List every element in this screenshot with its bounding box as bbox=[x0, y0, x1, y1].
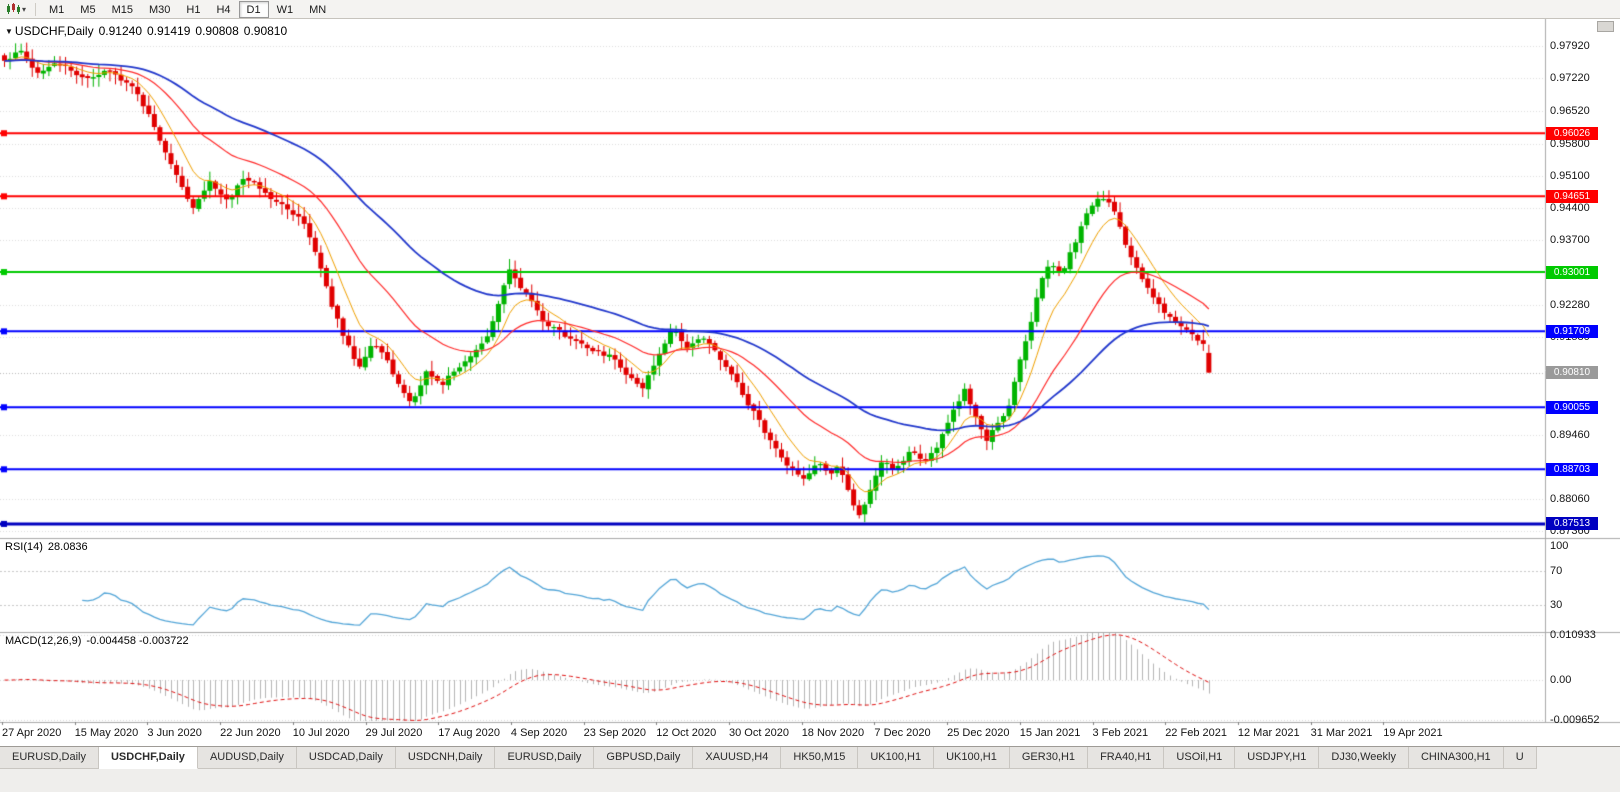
chart-tabs-row: EURUSD,Daily USDCHF,Daily AUDUSD,Daily USDC… bbox=[0, 747, 1620, 769]
chart-tab-eurusd-daily[interactable]: EURUSD,Daily bbox=[495, 747, 595, 769]
date-axis-label: 3 Feb 2021 bbox=[1092, 727, 1149, 739]
chart-tab-uk100-h1[interactable]: UK100,H1 bbox=[858, 747, 935, 769]
date-axis-label: 17 Aug 2020 bbox=[438, 727, 500, 739]
price-axis-label: 0.95100 bbox=[1550, 169, 1590, 182]
price-level-tag: 0.94651 bbox=[1546, 189, 1598, 203]
rsi-axis-label: 100 bbox=[1550, 539, 1569, 552]
date-axis-label: 25 Dec 2020 bbox=[947, 727, 1010, 739]
date-axis-label: 15 May 2020 bbox=[74, 727, 139, 739]
price-axis-label: 0.96520 bbox=[1550, 104, 1590, 117]
chart-low-value: 0.90808 bbox=[195, 24, 239, 38]
macd-axis-label: 0.00 bbox=[1550, 674, 1572, 687]
timeframe-button-mn[interactable]: MN bbox=[301, 1, 334, 18]
current-price-tag: 0.90810 bbox=[1546, 366, 1598, 380]
chart-high-value: 0.91419 bbox=[147, 24, 191, 38]
timeframe-button-m30[interactable]: M30 bbox=[141, 1, 178, 18]
date-axis-label: 23 Sep 2020 bbox=[583, 727, 646, 739]
date-axis-label: 31 Mar 2021 bbox=[1310, 727, 1373, 739]
timeframe-button-m1[interactable]: M1 bbox=[41, 1, 72, 18]
chart-tab-usdcnh-daily[interactable]: USDCNH,Daily bbox=[395, 747, 496, 769]
chart-tab-uk100-h1[interactable]: UK100,H1 bbox=[934, 747, 1010, 769]
date-axis-label: 18 Nov 2020 bbox=[801, 727, 865, 739]
chart-tab-fra40-h1[interactable]: FRA40,H1 bbox=[1088, 747, 1165, 769]
rsi-axis-label: 70 bbox=[1550, 565, 1563, 578]
chart-tab-usdjpy-h1[interactable]: USDJPY,H1 bbox=[1235, 747, 1320, 769]
price-level-tag: 0.91709 bbox=[1546, 324, 1598, 338]
chart-type-dropdown-caret-icon[interactable]: ▾ bbox=[22, 4, 27, 14]
timeframe-button-h1[interactable]: H1 bbox=[178, 1, 208, 18]
rsi-pane-title: RSI(14) 28.0836 bbox=[5, 541, 88, 553]
chart-tabbar: EURUSD,Daily USDCHF,Daily AUDUSD,Daily USDC… bbox=[0, 746, 1620, 792]
price-level-tag: 0.96026 bbox=[1546, 126, 1598, 140]
chart-symbol-period: USDCHF,Daily bbox=[14, 24, 94, 38]
date-axis-label: 12 Oct 2020 bbox=[656, 727, 717, 739]
price-level-tag: 0.93001 bbox=[1546, 265, 1598, 279]
chart-title: ▼ USDCHF,Daily 0.91240 0.91419 0.90808 0.9081… bbox=[5, 24, 287, 38]
timeframe-button-h4[interactable]: H4 bbox=[208, 1, 238, 18]
date-axis-label: 27 Apr 2020 bbox=[2, 727, 62, 739]
price-axis-label: 0.97220 bbox=[1550, 72, 1590, 85]
rsi-value: 28.0836 bbox=[47, 541, 88, 553]
rsi-label: RSI(14) bbox=[5, 541, 43, 553]
date-axis-label: 19 Apr 2021 bbox=[1383, 727, 1443, 739]
rsi-axis-label: 30 bbox=[1550, 598, 1563, 611]
chart-tab-eurusd-daily[interactable]: EURUSD,Daily bbox=[0, 747, 99, 769]
price-axis-label: 0.89460 bbox=[1550, 428, 1590, 441]
timeframe-button-d1[interactable]: D1 bbox=[238, 1, 269, 19]
chart-tab-ger30-h1[interactable]: GER30,H1 bbox=[1009, 747, 1089, 769]
date-axis-label: 22 Feb 2021 bbox=[1165, 727, 1227, 739]
macd-axis-label: 0.010933 bbox=[1550, 629, 1596, 642]
chart-type-icon[interactable] bbox=[4, 1, 22, 18]
chart-close-value: 0.90810 bbox=[243, 24, 288, 38]
timeframe-button-m15[interactable]: M15 bbox=[104, 1, 141, 18]
price-axis-label: 0.95800 bbox=[1550, 137, 1590, 150]
macd-label: MACD(12,26,9) bbox=[5, 635, 82, 647]
price-axis-label: 0.93700 bbox=[1550, 233, 1590, 246]
chart-tab-dj30-weekly[interactable]: DJ30,Weekly bbox=[1319, 747, 1409, 769]
timeframe-toolbar: ▾ M1 M5 M15 M30 H1 H4 D1 W1 MN bbox=[0, 0, 1620, 19]
chart-tab-usoil-h1[interactable]: USOil,H1 bbox=[1164, 747, 1236, 769]
macd-axis-label: -0.009652 bbox=[1550, 713, 1600, 726]
chart-tab-gbpusd-daily[interactable]: GBPUSD,Daily bbox=[594, 747, 694, 769]
timeframe-button-w1[interactable]: W1 bbox=[269, 1, 302, 18]
chart-tab-china300-h1[interactable]: CHINA300,H1 bbox=[1408, 747, 1504, 769]
date-axis-label: 22 Jun 2020 bbox=[220, 727, 281, 739]
macd-values: -0.004458 -0.003722 bbox=[86, 635, 189, 647]
date-axis-label: 3 Jun 2020 bbox=[147, 727, 202, 739]
chart-tab-u[interactable]: U bbox=[1503, 747, 1537, 769]
chart-tab-xauusd-h4[interactable]: XAUUSD,H4 bbox=[693, 747, 782, 769]
chart-tab-usdchf-daily[interactable]: USDCHF,Daily bbox=[98, 747, 198, 769]
timeframe-button-m5[interactable]: M5 bbox=[72, 1, 103, 18]
price-axis-label: 0.97920 bbox=[1550, 40, 1590, 53]
price-level-tag: 0.88703 bbox=[1546, 462, 1598, 476]
price-chart-canvas[interactable] bbox=[0, 19, 1620, 746]
chart-tab-usdcad-daily[interactable]: USDCAD,Daily bbox=[296, 747, 396, 769]
date-axis-label: 30 Oct 2020 bbox=[729, 727, 789, 739]
axis-corner-button[interactable] bbox=[1597, 21, 1614, 32]
macd-pane-title: MACD(12,26,9) -0.004458 -0.003722 bbox=[5, 635, 189, 647]
date-axis-label: 7 Dec 2020 bbox=[874, 727, 931, 739]
timeframe-buttons-group: M1 M5 M15 M30 H1 H4 D1 W1 MN bbox=[41, 0, 334, 19]
date-axis-label: 10 Jul 2020 bbox=[292, 727, 350, 739]
chart-tab-audusd-daily[interactable]: AUDUSD,Daily bbox=[197, 747, 297, 769]
price-level-tag: 0.87513 bbox=[1546, 517, 1598, 531]
price-axis-label: 0.92280 bbox=[1550, 299, 1590, 312]
symbol-marker-icon: ▼ bbox=[5, 27, 13, 36]
price-axis-label: 0.88060 bbox=[1550, 492, 1590, 505]
chart-region: ▼ USDCHF,Daily 0.91240 0.91419 0.90808 0.9081… bbox=[0, 19, 1620, 746]
chart-tab-hk50-m15[interactable]: HK50,M15 bbox=[781, 747, 859, 769]
date-axis-label: 15 Jan 2021 bbox=[1019, 727, 1081, 739]
date-axis-label: 12 Mar 2021 bbox=[1237, 727, 1300, 739]
price-axis-label: 0.94400 bbox=[1550, 201, 1590, 214]
toolbar-separator bbox=[35, 2, 37, 16]
price-level-tag: 0.90055 bbox=[1546, 400, 1598, 414]
chart-open-value: 0.91240 bbox=[98, 24, 142, 38]
date-axis-label: 4 Sep 2020 bbox=[510, 727, 568, 739]
date-axis-label: 29 Jul 2020 bbox=[365, 727, 423, 739]
